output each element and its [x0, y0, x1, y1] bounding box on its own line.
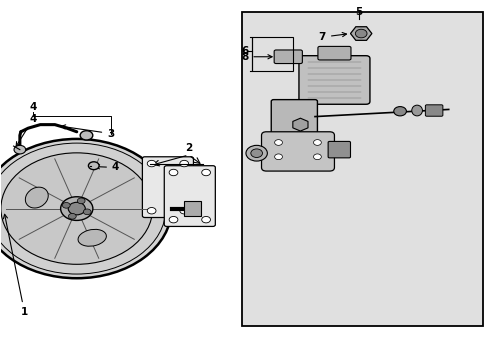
FancyBboxPatch shape [164, 166, 215, 226]
Circle shape [147, 160, 156, 167]
FancyBboxPatch shape [298, 56, 369, 104]
Text: 6: 6 [241, 46, 248, 57]
FancyBboxPatch shape [261, 132, 334, 171]
Circle shape [68, 202, 85, 215]
Circle shape [180, 160, 188, 167]
Circle shape [77, 198, 85, 204]
Polygon shape [292, 118, 307, 131]
Text: 3: 3 [61, 125, 114, 139]
Circle shape [201, 169, 210, 176]
Circle shape [61, 197, 93, 220]
Circle shape [62, 202, 70, 208]
Text: 4: 4 [16, 114, 37, 146]
Bar [183, 201, 201, 216]
Circle shape [180, 207, 188, 214]
Circle shape [274, 154, 282, 159]
Ellipse shape [78, 229, 106, 246]
Circle shape [147, 207, 156, 214]
FancyBboxPatch shape [327, 141, 350, 158]
Polygon shape [350, 27, 371, 40]
FancyBboxPatch shape [271, 100, 317, 134]
Text: 8: 8 [241, 52, 271, 62]
Circle shape [68, 213, 76, 219]
Text: 9: 9 [272, 120, 287, 130]
Circle shape [80, 131, 93, 140]
Circle shape [355, 29, 366, 38]
Text: 2: 2 [184, 143, 192, 153]
Ellipse shape [25, 187, 48, 208]
FancyBboxPatch shape [274, 50, 302, 64]
FancyBboxPatch shape [425, 105, 442, 116]
Text: 4: 4 [29, 102, 37, 112]
Circle shape [250, 149, 262, 157]
Circle shape [0, 139, 171, 278]
Text: 4: 4 [95, 162, 119, 172]
Circle shape [274, 140, 282, 145]
Circle shape [393, 107, 406, 116]
Circle shape [201, 216, 210, 223]
Circle shape [169, 169, 178, 176]
Text: 1: 1 [3, 214, 28, 317]
Circle shape [0, 143, 165, 274]
Circle shape [1, 153, 152, 264]
Circle shape [313, 154, 321, 159]
Text: 5: 5 [354, 7, 362, 17]
Circle shape [88, 162, 99, 170]
FancyBboxPatch shape [142, 157, 193, 217]
Text: 7: 7 [318, 32, 346, 42]
Bar [251, 37, 292, 71]
Circle shape [313, 140, 321, 145]
Circle shape [245, 145, 267, 161]
Bar [242, 12, 482, 327]
FancyBboxPatch shape [317, 46, 350, 60]
Circle shape [83, 209, 91, 215]
Circle shape [169, 216, 178, 223]
Circle shape [14, 145, 26, 154]
Ellipse shape [411, 105, 422, 116]
